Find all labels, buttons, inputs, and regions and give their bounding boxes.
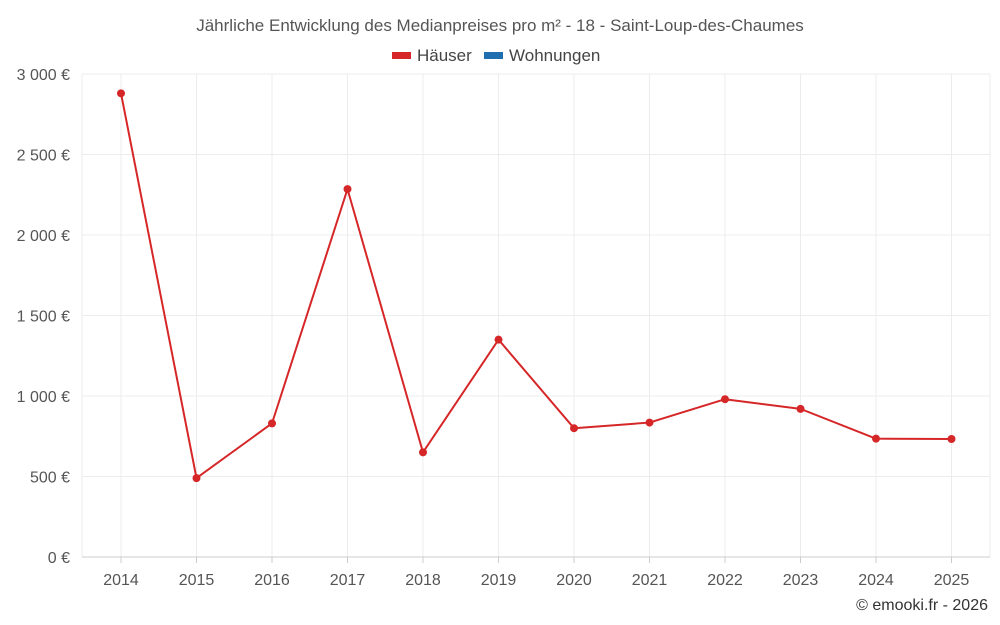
data-point[interactable] <box>268 419 276 428</box>
x-tick-label: 2020 <box>556 572 592 589</box>
data-point[interactable] <box>494 335 503 344</box>
legend-swatch-1 <box>484 52 503 59</box>
series-layer <box>117 89 956 483</box>
y-tick-label: 3 000 € <box>17 67 70 84</box>
x-tick-label: 2018 <box>405 572 441 589</box>
y-tick-label: 500 € <box>30 470 70 487</box>
legend-label-1[interactable]: Wohnungen <box>509 46 600 65</box>
legend-swatch-0 <box>392 52 411 59</box>
chart-title: Jährliche Entwicklung des Medianpreises … <box>196 16 804 35</box>
data-point[interactable] <box>947 434 956 443</box>
x-tick-label: 2016 <box>254 572 290 589</box>
data-point[interactable] <box>117 89 125 98</box>
x-tick-label: 2019 <box>481 572 517 589</box>
y-tick-label: 2 000 € <box>17 228 70 245</box>
y-axis: 0 € 500 € 1 000 € 1 500 € 2 000 € 2 500 € 3 00… <box>17 67 70 567</box>
y-tick-label: 0 € <box>48 550 70 567</box>
data-point[interactable] <box>570 424 578 433</box>
data-point[interactable] <box>343 185 352 194</box>
y-tick-label: 2 500 € <box>17 148 70 165</box>
x-tick-label: 2021 <box>632 572 668 589</box>
data-point[interactable] <box>796 404 805 413</box>
data-point[interactable] <box>645 418 654 427</box>
x-axis: 2014 2015 2016 2017 2018 2019 2020 2021 2022 2023… <box>82 556 990 589</box>
copyright-text: © emooki.fr - 2026 <box>856 597 988 614</box>
y-tick-label: 1 000 € <box>17 389 70 406</box>
x-tick-label: 2015 <box>179 572 215 589</box>
x-tick-label: 2017 <box>330 572 366 589</box>
x-tick-label: 2024 <box>858 572 894 589</box>
x-tick-label: 2022 <box>707 572 743 589</box>
data-point[interactable] <box>192 474 201 483</box>
legend: Häuser Wohnungen <box>392 46 600 65</box>
data-point[interactable] <box>419 448 427 457</box>
y-tick-label: 1 500 € <box>17 309 70 326</box>
legend-label-0[interactable]: Häuser <box>417 46 472 65</box>
data-point[interactable] <box>872 434 880 443</box>
x-tick-label: 2014 <box>103 572 139 589</box>
x-tick-label: 2025 <box>934 572 970 589</box>
x-tick-label: 2023 <box>783 572 819 589</box>
data-point[interactable] <box>721 395 729 404</box>
grid <box>81 73 991 557</box>
series-line-0 <box>120 93 952 480</box>
